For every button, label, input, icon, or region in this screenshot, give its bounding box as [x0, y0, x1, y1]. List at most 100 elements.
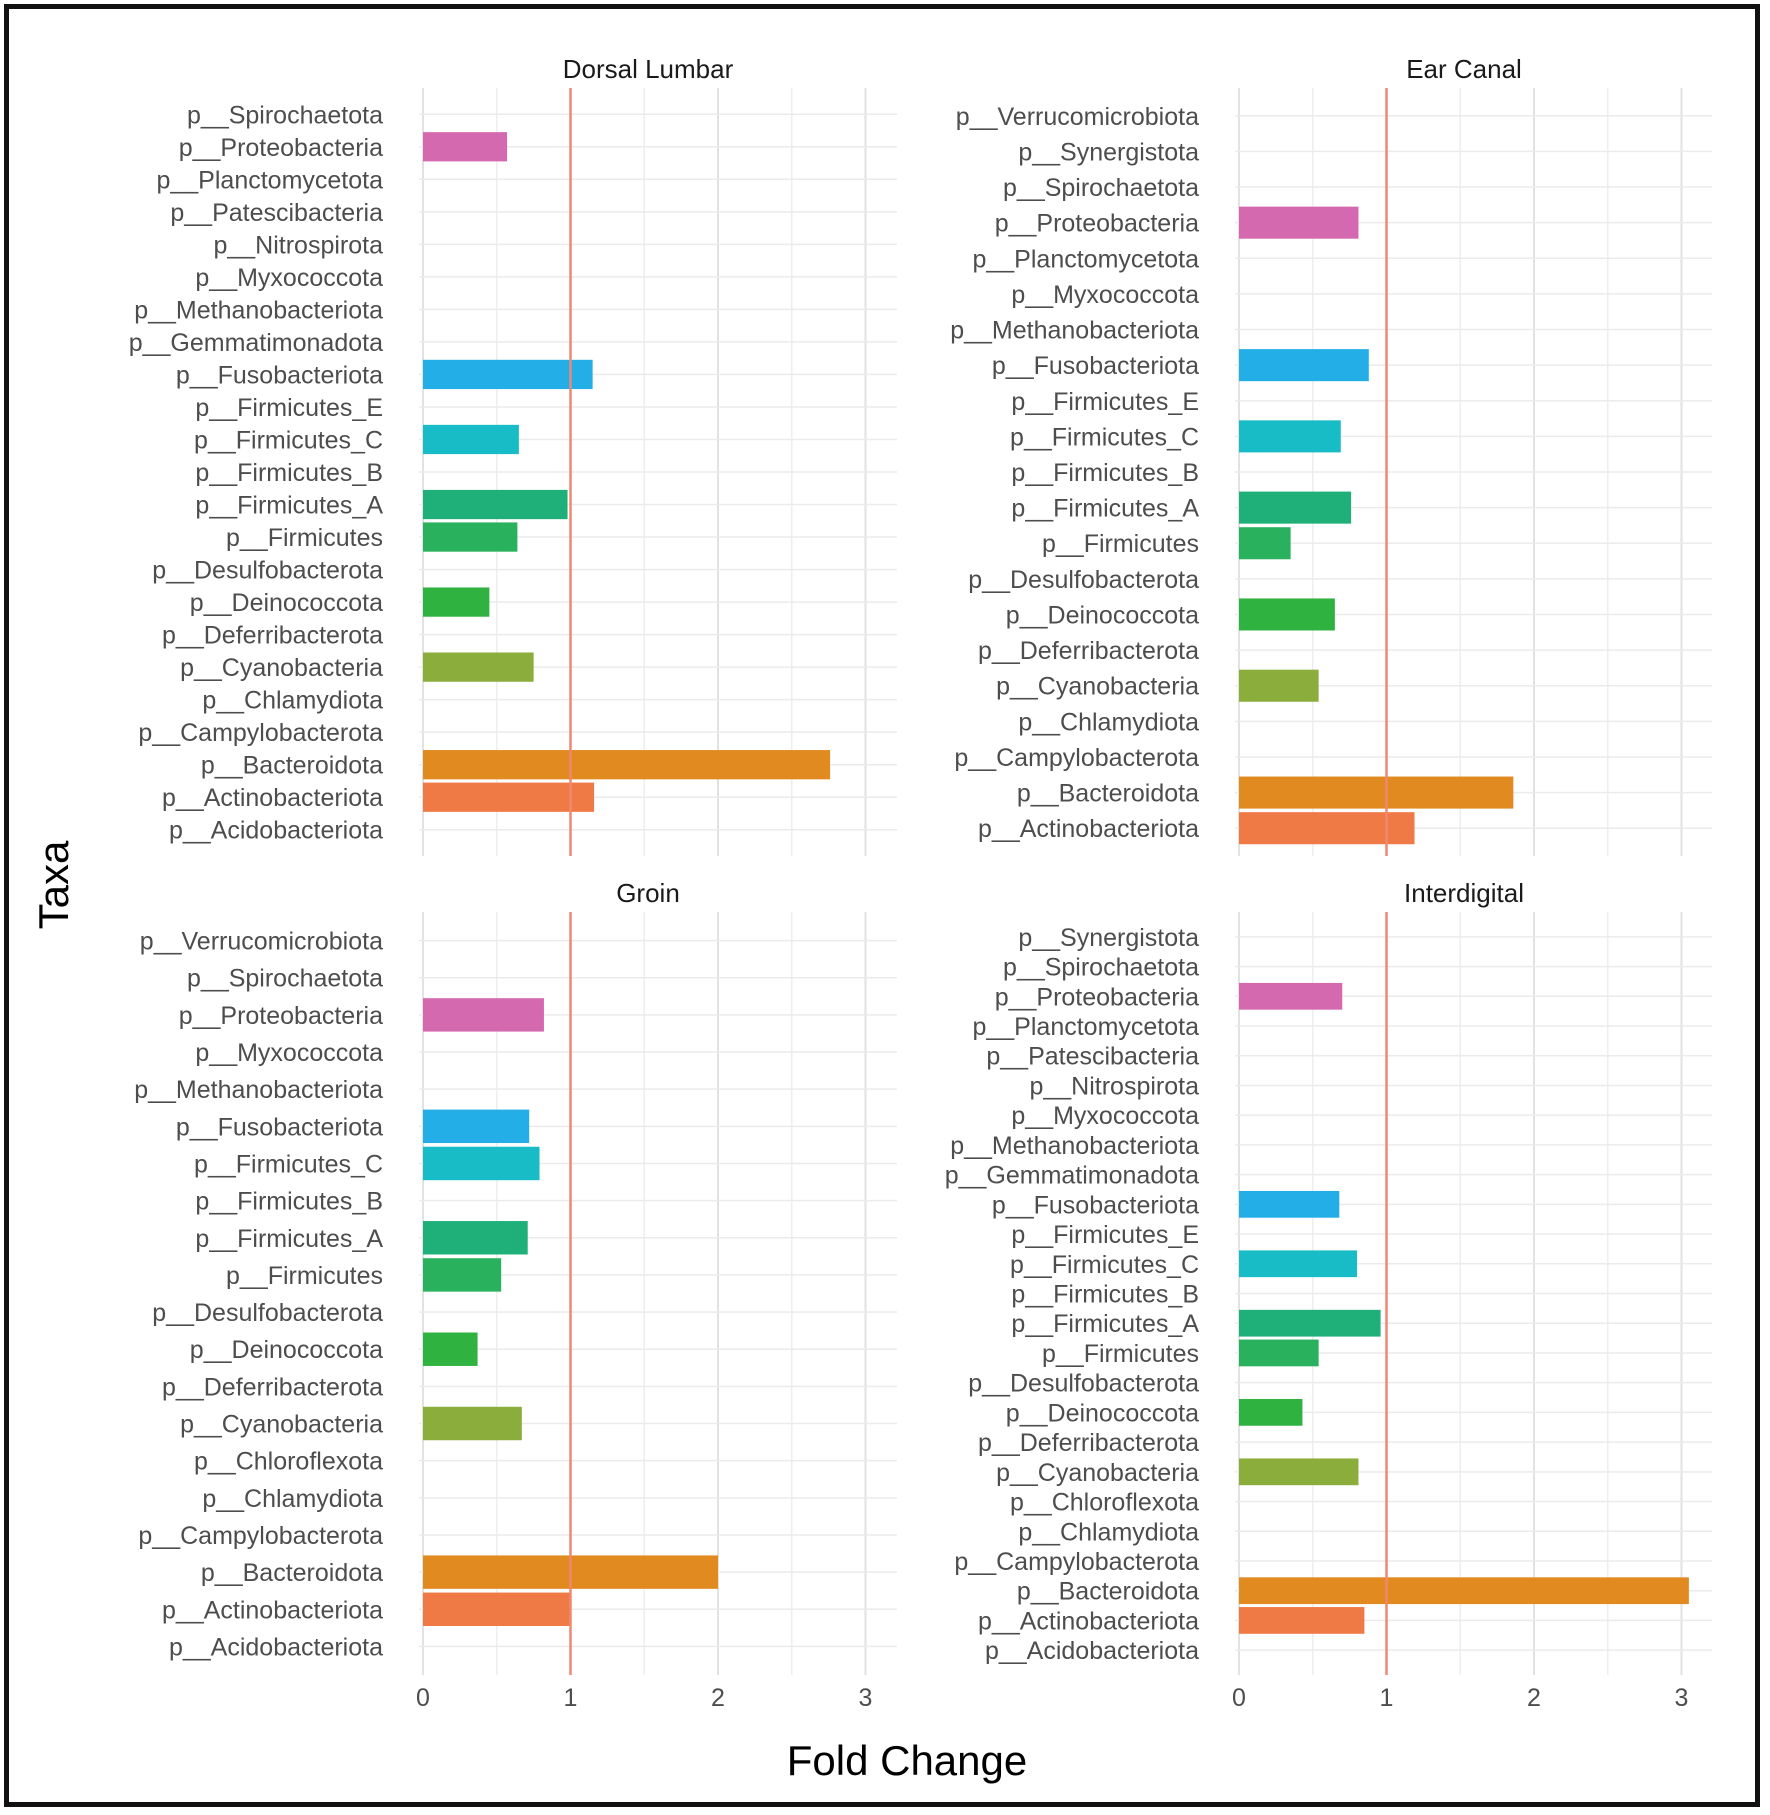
y-tick-label: p__Methanobacteriota: [950, 1132, 1199, 1160]
y-tick-label: p__Cyanobacteria: [996, 1459, 1199, 1487]
y-tick-label: p__Firmicutes_B: [195, 459, 383, 487]
bar-firmicutes: [1239, 527, 1291, 560]
y-tick-label: p__Firmicutes_A: [195, 1225, 383, 1253]
y-tick-label: p__Bacteroidota: [201, 752, 383, 780]
y-tick-label: p__Proteobacteria: [995, 210, 1199, 238]
y-tick-label: p__Myxococcota: [195, 264, 383, 292]
y-tick-label: p__Fusobacteriota: [176, 1113, 383, 1141]
y-tick-label: p__Fusobacteriota: [992, 352, 1199, 380]
y-tick-label: p__Firmicutes_B: [195, 1188, 383, 1216]
y-tick-label: p__Deinococcota: [1006, 601, 1199, 629]
y-tick-label: p__Cyanobacteria: [996, 673, 1199, 701]
bar-bacteroidota: [1239, 1577, 1689, 1605]
bar-actinobacteriota: [1239, 1607, 1365, 1634]
figure-border: [4, 4, 1760, 1807]
y-tick-label: p__Actinobacteriota: [978, 1607, 1199, 1635]
y-tick-label: p__Planctomycetota: [972, 1013, 1199, 1041]
bar-cyanobacteria: [1239, 669, 1319, 702]
bar-deinococcota: [1239, 1399, 1303, 1426]
facet-title-groin: Groin: [616, 878, 680, 908]
x-tick-label: 0: [416, 1684, 430, 1712]
y-tick-label: p__Acidobacteriota: [169, 817, 383, 845]
bar-firmicutes: [423, 1258, 502, 1292]
y-tick-label: p__Firmicutes_C: [1010, 1251, 1199, 1279]
y-tick-label: p__Patescibacteria: [170, 199, 383, 227]
y-tick-label: p__Deinococcota: [1006, 1399, 1199, 1427]
panel-groin: Groin p__Verrucomicrobiota p__Spirochaetot…: [134, 878, 897, 1712]
y-tick-label: p__Methanobacteriota: [950, 317, 1199, 345]
bar-deinococcota: [423, 1332, 478, 1366]
y-tick-label: p__Patescibacteria: [986, 1043, 1199, 1071]
bar-firmicutes-c: [423, 424, 519, 455]
y-tick-label: p__Methanobacteriota: [134, 296, 383, 324]
y-tick-label: p__Chlamydiota: [202, 1485, 383, 1513]
y-axis-title: Taxa: [30, 840, 77, 929]
bar-proteobacteria: [1239, 206, 1359, 239]
y-tick-label: p__Chloroflexota: [194, 1448, 383, 1476]
bar-cyanobacteria: [423, 652, 534, 682]
bar-proteobacteria: [423, 998, 544, 1032]
bar-firmicutes-a: [1239, 491, 1352, 524]
y-tick-label: p__Firmicutes_B: [1011, 1281, 1199, 1309]
y-tick-label: p__Firmicutes: [1042, 530, 1199, 558]
y-tick-label: p__Firmicutes: [226, 1262, 383, 1290]
y-tick-label: p__Firmicutes: [226, 524, 383, 552]
y-tick-label: p__Gemmatimonadota: [945, 1162, 1199, 1190]
y-tick-label: p__Nitrospirota: [213, 231, 383, 259]
y-tick-label: p__Proteobacteria: [995, 983, 1199, 1011]
y-tick-label: p__Firmicutes_C: [194, 1150, 383, 1178]
y-tick-label: p__Desulfobacterota: [152, 557, 383, 585]
y-tick-label: p__Firmicutes_E: [1011, 388, 1199, 416]
y-tick-label: p__Desulfobacterota: [968, 1370, 1199, 1398]
y-tick-label: p__Nitrospirota: [1029, 1072, 1199, 1100]
y-tick-label: p__Firmicutes_A: [1011, 495, 1199, 523]
x-tick-label: 2: [711, 1684, 725, 1712]
y-tick-label: p__Campylobacterota: [954, 744, 1199, 772]
bar-fusobacteriota: [423, 1109, 530, 1144]
x-tick-label: 1: [1380, 1684, 1394, 1712]
bar-bacteroidota: [423, 750, 831, 780]
y-tick-label: p__Deferribacterota: [978, 1429, 1199, 1457]
y-tick-label: p__Actinobacteriota: [162, 1596, 383, 1624]
x-tick-label: 0: [1232, 1684, 1246, 1712]
y-tick-label: p__Chlamydiota: [202, 687, 383, 715]
bar-firmicutes-c: [1239, 420, 1341, 453]
y-tick-label: p__Actinobacteriota: [978, 815, 1199, 843]
bar-deinococcota: [423, 587, 490, 617]
y-tick-label: p__Proteobacteria: [179, 134, 383, 162]
y-tick-label: p__Cyanobacteria: [180, 654, 383, 682]
bar-proteobacteria: [423, 132, 508, 162]
panel-ear-canal: Ear Canal p__Verrucomicrobiota p__Synergis…: [950, 54, 1712, 856]
x-tick-label: 3: [859, 1684, 873, 1712]
bar-cyanobacteria: [423, 1406, 522, 1441]
y-tick-label: p__Firmicutes_C: [1010, 423, 1199, 451]
bar-actinobacteriota: [423, 782, 595, 812]
facet-title-interdigital: Interdigital: [1404, 878, 1524, 908]
y-tick-label: p__Actinobacteriota: [162, 784, 383, 812]
bar-actinobacteriota: [423, 1592, 571, 1626]
bar-firmicutes-a: [423, 489, 568, 520]
bar-deinococcota: [1239, 598, 1335, 631]
bar-fusobacteriota: [1239, 1190, 1340, 1218]
bar-firmicutes: [1239, 1339, 1319, 1367]
y-tick-label: p__Chloroflexota: [1010, 1489, 1199, 1517]
bar-firmicutes-a: [1239, 1309, 1381, 1337]
y-tick-label: p__Deinococcota: [190, 1336, 383, 1364]
y-tick-label: p__Campylobacterota: [138, 1522, 383, 1550]
bar-fusobacteriota: [423, 359, 593, 390]
y-tick-label: p__Bacteroidota: [1017, 780, 1199, 808]
y-tick-label: p__Gemmatimonadota: [129, 329, 383, 357]
y-tick-label: p__Firmicutes_A: [195, 492, 383, 520]
y-tick-label: p__Myxococcota: [1011, 281, 1199, 309]
y-tick-label: p__Firmicutes_A: [1011, 1310, 1199, 1338]
bar-bacteroidota: [1239, 776, 1514, 809]
bar-firmicutes-c: [423, 1146, 540, 1181]
x-tick-label: 3: [1675, 1684, 1689, 1712]
y-tick-label: p__Methanobacteriota: [134, 1076, 383, 1104]
bar-firmicutes-c: [1239, 1250, 1357, 1278]
y-tick-label: p__Myxococcota: [195, 1039, 383, 1067]
y-tick-label: p__Spirochaetota: [187, 965, 383, 993]
y-tick-label: p__Firmicutes_E: [195, 394, 383, 422]
y-tick-label: p__Firmicutes: [1042, 1340, 1199, 1368]
